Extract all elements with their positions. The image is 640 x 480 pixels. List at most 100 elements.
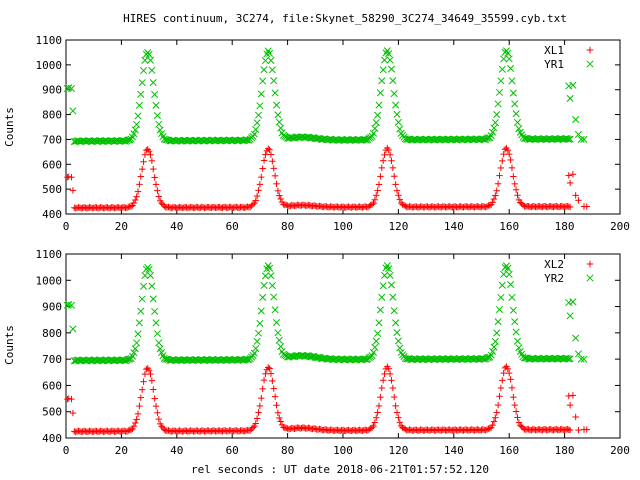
data-point [395,192,402,199]
data-point [266,49,274,57]
data-point [252,344,260,352]
data-point [255,187,262,194]
panel-top: Counts 0 20 40 60 80 100 120 140 160 180 200 400 500… [3,34,630,233]
data-point [566,203,574,211]
data-point [399,424,406,431]
x-tick-label: 0 [63,444,70,457]
x-tick-label: 60 [226,220,239,233]
data-point [497,77,505,85]
x-tick-label: 60 [226,444,239,457]
data-point [513,337,522,345]
data-point [256,102,264,110]
data-point [151,307,159,315]
data-point [496,172,503,179]
data-point [372,337,380,345]
chart-title: HIRES continuum, 3C274, file:Skynet_5829… [123,12,567,25]
y-tick-label: 900 [42,84,62,97]
data-point [583,426,590,433]
panel-bottom: Counts 0 20 40 60 80 100 120 140 160 180 200 400 500… [3,248,630,457]
data-point [569,298,577,306]
data-point [145,147,153,155]
data-point [370,422,377,430]
data-point [140,378,147,385]
data-point [68,395,75,403]
x-tick-label: 40 [170,444,183,457]
data-point [372,119,380,127]
data-point [320,135,328,143]
data-point [162,136,170,144]
data-point [580,135,588,143]
data-point [396,419,403,426]
data-point [378,384,385,392]
data-point [381,370,388,378]
data-point [252,197,259,204]
y-tick-label: 700 [42,133,62,146]
data-point [374,329,382,338]
data-point [572,192,579,199]
data-point [145,366,153,374]
data-point [262,151,269,158]
data-point [145,50,153,59]
data-point [149,79,157,87]
data-point [141,56,149,64]
data-point [248,202,255,209]
data-point [390,89,398,98]
x-tick-label: 200 [610,220,630,233]
data-point [266,146,273,153]
data-point [512,328,520,336]
data-point [140,67,148,75]
data-point [495,88,504,96]
data-point [325,355,333,363]
data-point [256,402,264,410]
x-tick-label: 0 [63,220,70,233]
data-point [152,402,160,410]
data-point [262,370,269,378]
data-point [259,77,267,85]
data-point [566,94,574,102]
data-point [277,418,284,425]
data-point [156,126,164,134]
data-point [155,415,162,423]
data-point [504,147,512,154]
data-point [158,199,165,207]
data-point [271,172,279,180]
data-point [280,424,287,431]
data-point [509,306,517,314]
data-point [361,136,369,144]
data-point [511,100,519,108]
data-point [385,50,393,58]
data-point [499,157,506,165]
data-point [502,47,510,55]
data-point [260,66,268,74]
data-point [260,157,268,164]
data-point [147,151,154,158]
data-point [138,79,146,87]
data-point [270,165,277,172]
data-point [134,112,142,120]
data-point [268,282,276,290]
data-point [283,424,290,432]
data-point [572,115,580,124]
data-point [392,319,400,327]
data-point [295,352,303,360]
y-tick-label: 600 [42,158,62,171]
data-point [274,409,282,416]
data-point [297,351,306,359]
data-point [510,173,517,180]
data-point [65,84,73,92]
data-point [146,56,155,64]
data-point [65,300,73,309]
data-point [249,201,257,208]
x-tick-label: 180 [555,220,575,233]
data-point [120,137,128,145]
data-point [393,187,401,194]
data-point [482,203,489,211]
data-point [511,401,518,409]
data-point [162,355,170,363]
data-point [396,344,404,352]
data-point [165,427,172,434]
data-point [492,192,499,199]
data-point [499,377,506,384]
data-point [130,349,138,357]
